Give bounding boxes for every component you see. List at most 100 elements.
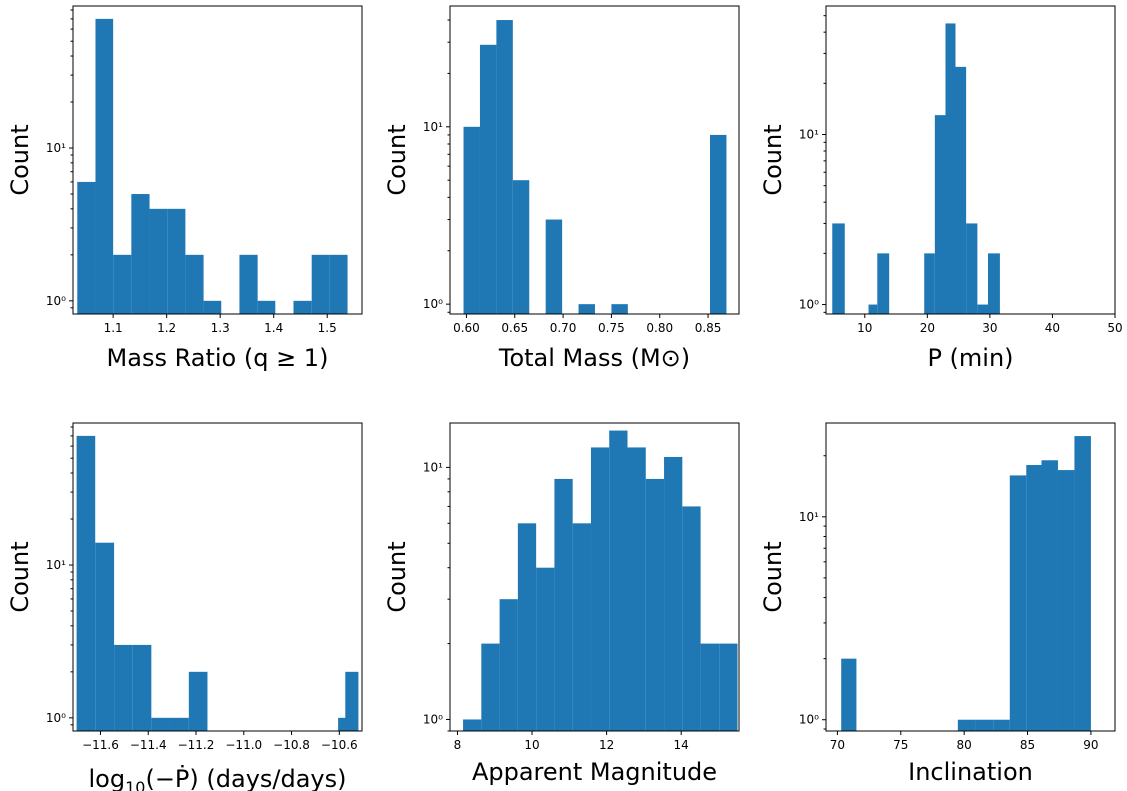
histogram-bar [167,208,186,314]
histogram-bar [572,523,591,731]
histogram-panel: 10⁰ 10¹ 70 75 80 85 90 Inclination Count [759,422,1116,786]
histogram-bar [311,254,330,314]
x-tick-label: 1.4 [264,321,283,335]
histogram-bar [1009,475,1027,731]
y-axis-label: Count [383,541,411,612]
x-tick-label: 70 [830,738,845,752]
histogram-bar [151,717,170,731]
x-tick-label: 10 [524,738,539,752]
histogram-bar [131,194,150,314]
histogram-bar [463,719,482,731]
x-tick-label: −11.2 [178,738,215,752]
histogram-bar [463,126,480,314]
x-tick-label: 8 [454,738,462,752]
histogram-bar [988,253,1000,314]
histogram-bar [700,643,720,731]
x-tick-label: 30 [982,321,997,335]
histogram-bar [682,506,701,731]
histogram-bar [293,300,312,314]
x-tick-label: 1.1 [104,321,123,335]
histogram-bar [934,115,946,315]
x-tick-label: 90 [1083,738,1098,752]
x-tick-label: 40 [1045,321,1060,335]
histogram-bar [239,254,258,314]
histogram-bar [95,542,115,731]
x-tick-label: 0.65 [501,321,528,335]
y-axis-label: Count [6,541,34,612]
x-tick-label: 0.75 [598,321,625,335]
x-tick-label: −10.8 [273,738,310,752]
y-axis-label: Count [759,124,787,195]
histogram-bar [113,254,132,314]
y-tick-label: 10⁰ [46,711,66,725]
histogram-bar [203,300,222,314]
y-axis-label: Count [383,124,411,195]
histogram-bar [188,671,208,731]
histogram-bar [945,23,956,315]
histogram-bar [611,304,628,314]
histogram-bar [966,223,978,314]
x-axis-label: Apparent Magnitude [472,758,717,786]
y-tick-label: 10⁰ [799,713,819,727]
y-axis-label: Count [6,124,34,195]
y-tick-label: 10⁰ [799,298,819,312]
x-tick-label: 0.60 [453,321,480,335]
histogram-bar [977,304,989,314]
x-tick-label: 1.3 [211,321,230,335]
x-tick-label: −11.0 [225,738,262,752]
histogram-bar [499,599,518,731]
histogram-bar [868,304,878,314]
histogram-bar [955,66,967,314]
histogram-bar [993,719,1010,731]
histogram-bar [609,430,628,731]
histogram-bar [479,44,497,315]
x-tick-label: 85 [1020,738,1035,752]
histogram-bar [719,643,738,731]
histogram-bar [95,18,114,314]
histogram-bar [664,456,683,731]
axes-frame [449,5,740,315]
x-tick-label: 50 [1107,321,1122,335]
x-axis-label: Inclination [908,758,1033,786]
histogram-bar [536,567,555,731]
histogram-panel: 10⁰ 10¹ 10 20 30 40 50 P (min) Count [759,5,1123,372]
y-tick-label: 10⁰ [46,294,66,308]
axes-frame [825,5,1116,315]
histogram-bar [590,447,610,731]
x-tick-label: 14 [674,738,689,752]
x-tick-label: 75 [893,738,908,752]
x-axis-label: log10(−Ṗ) (days/days) [89,764,347,791]
histogram-panel: 10⁰ 10¹ 0.60 0.65 0.70 0.75 0.80 0.85 Total Mass… [383,5,740,372]
histogram-bar [545,219,563,314]
histogram-panel: 10⁰ 10¹ 8 10 12 14 Apparent Magnitude Count [383,422,740,786]
histogram-bar [114,644,133,731]
histogram-bar [578,304,595,314]
histogram-bar [329,254,348,314]
x-tick-label: 80 [957,738,972,752]
x-tick-label: −10.6 [321,738,358,752]
histogram-bar [77,181,96,314]
x-tick-label: 20 [920,321,935,335]
y-axis-label: Count [759,541,787,612]
histogram-bar [76,435,96,731]
x-tick-label: 0.80 [646,321,673,335]
histogram-bar [149,208,168,314]
histogram-bar [710,134,727,314]
histogram-bar [1026,465,1042,731]
histogram-bar [554,478,573,731]
x-tick-label: 0.70 [550,321,577,335]
y-tick-label: 10⁰ [423,297,443,311]
histogram-bar [975,719,994,731]
x-tick-label: 12 [599,738,614,752]
histogram-bar [517,523,537,731]
histogram-panel: 10⁰ 10¹ −11.6 −11.4 −11.2 −11.0 −10.8 −10.6 log1… [6,422,363,791]
histogram-bar [1057,470,1075,731]
y-tick-label: 10¹ [46,141,66,155]
x-axis-label: Mass Ratio (q ≥ 1) [107,344,329,372]
y-tick-label: 10¹ [423,120,443,134]
histogram-bar [645,478,665,731]
axes-frame [72,5,363,315]
x-tick-label: 10 [857,321,872,335]
histogram-bar [132,644,152,731]
